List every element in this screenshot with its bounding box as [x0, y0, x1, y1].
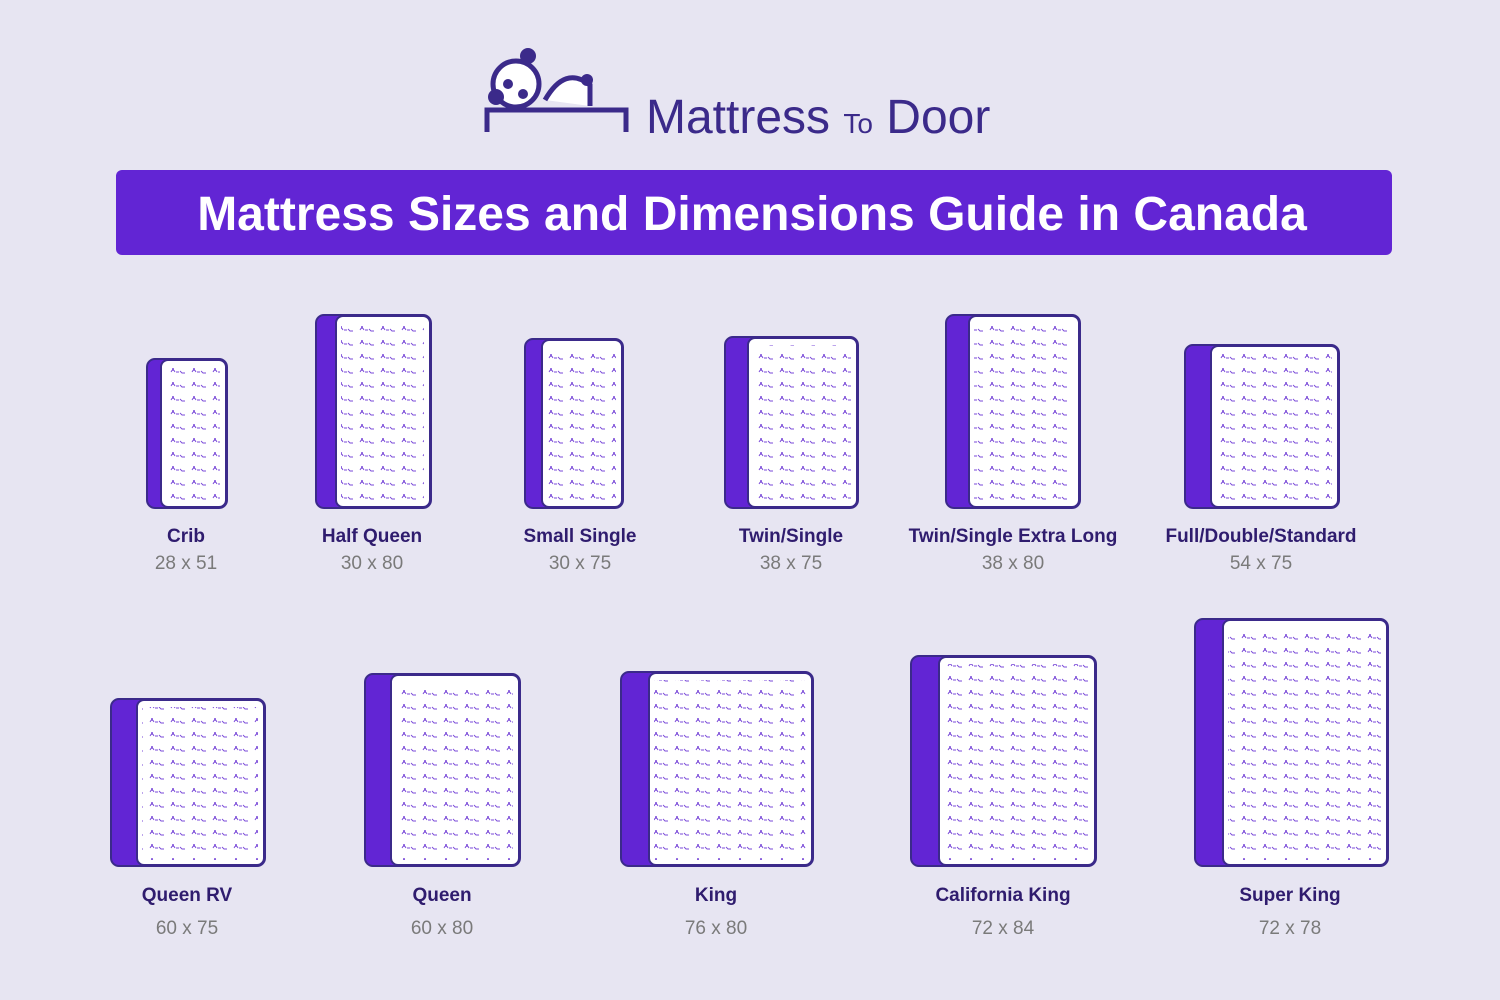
mattress-size: 76 x 80 [685, 918, 747, 939]
mattress-size: 38 x 80 [982, 553, 1044, 574]
mattress-grid: Crib 28 x 51 Half Queen 30 x 80 Small Single… [110, 314, 1389, 939]
mattress-size: 72 x 78 [1259, 918, 1321, 939]
mattress-name: Full/Double/Standard [1165, 526, 1356, 547]
mattress-size: 60 x 80 [411, 918, 473, 939]
title: Mattress Sizes and Dimensions Guide in C… [197, 188, 1307, 241]
mattress-pattern [753, 345, 851, 502]
mattress-pattern [974, 323, 1073, 502]
mattress-pattern [944, 664, 1089, 860]
mattress-name: Half Queen [322, 526, 422, 547]
mattress-size: 30 x 80 [341, 553, 403, 574]
mattress-pattern [341, 323, 424, 502]
mattress-name: King [695, 885, 737, 906]
mattress-pattern [1216, 353, 1332, 502]
mattress-name: Queen RV [142, 885, 233, 906]
mattress-size: 30 x 75 [549, 553, 611, 574]
mattress-name: Queen [412, 885, 471, 906]
mattress-pattern [547, 347, 616, 502]
mattress-pattern [654, 680, 806, 860]
mattress-pattern [1228, 627, 1381, 860]
mattress-name: Super King [1239, 885, 1340, 906]
mattress-size: 38 x 75 [760, 553, 822, 574]
mattress-size: 72 x 84 [972, 918, 1035, 939]
mattress-name: California King [935, 885, 1070, 906]
mattress-size: 60 x 75 [156, 918, 218, 939]
mattress-name: Twin/Single Extra Long [909, 526, 1118, 547]
mattress-name: Small Single [524, 526, 637, 547]
mattress-pattern [166, 367, 220, 502]
mattress-pattern [142, 707, 258, 860]
mattress-name: Crib [167, 526, 205, 547]
mattress-size: 54 x 75 [1230, 553, 1292, 574]
mattress-name: Twin/Single [739, 526, 843, 547]
title-banner [116, 170, 1392, 255]
mattress-pattern [396, 682, 513, 860]
mattress-size: 28 x 51 [155, 553, 217, 574]
logo-text: Mattress To Door [646, 91, 990, 144]
logo-icon [484, 48, 629, 132]
